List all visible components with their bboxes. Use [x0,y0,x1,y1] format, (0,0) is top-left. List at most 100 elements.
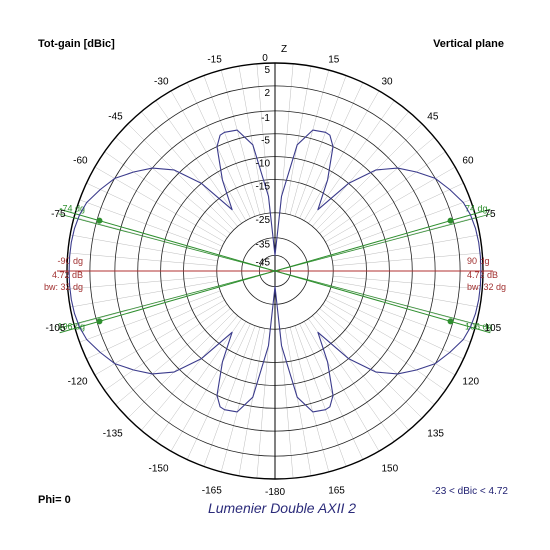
radial-gridline [329,199,471,252]
radial-gridline [316,312,423,419]
angle-tick-label: -120 [68,377,88,388]
radial-gridline [203,325,256,467]
beamwidth-line [274,270,491,334]
radial-gridline [316,123,423,230]
radial-gridline [279,328,294,479]
gain-range-label: -23 < dBic < 4.72 [432,486,509,497]
angle-tick-label: -60 [73,156,88,167]
radial-gridline [238,66,266,214]
radial-gridline [332,234,480,262]
radial-gridline [312,315,409,431]
pattern-curve [68,129,482,413]
radial-gridline [104,151,228,238]
radial-gridline [186,82,251,219]
radial-gridline [115,308,231,405]
beamwidth-label: -106 dg [54,321,85,331]
ring-label: 2 [264,88,270,99]
radial-gridline [127,312,234,419]
radial-gridline [289,327,330,472]
angle-tick-label: 60 [462,156,474,167]
beamwidth-value-label: bw: 32 dg [44,282,83,292]
z-axis-label: Z [281,44,287,55]
angle-tick-label: -75 [51,209,66,220]
angle-tick-label: 105 [484,323,501,334]
radial-gridline [256,328,271,479]
ring-label: -10 [256,159,271,170]
radial-gridline [79,290,221,343]
angle-tick-label: -150 [148,463,168,474]
radial-gridline [170,90,247,221]
radial-gridline [86,295,223,360]
angle-tick-label: -165 [202,485,222,496]
radial-gridline [303,90,380,221]
radiation-pattern [68,129,482,413]
radial-gridline [104,304,228,391]
radial-gridline [332,280,480,308]
radial-gridline [294,325,347,467]
max-gain-label: 4.72 dB [467,270,498,280]
radial-gridline [299,82,364,219]
beamwidth-label: 106 dg [465,321,493,331]
radial-gridline [329,290,471,343]
radial-gridline [70,280,218,308]
radial-gridline [170,321,247,452]
radial-gridline [279,63,294,214]
angle-tick-label: -105 [46,323,66,334]
radial-gridline [220,327,261,472]
angle-tick-label: -45 [108,112,123,123]
max-angle-label: -90 dg [57,256,83,266]
angle-tick-label: 45 [427,112,439,123]
radial-gridline [79,199,221,252]
radial-gridline [303,321,380,452]
ring-label: -35 [256,240,271,251]
ring-label: -45 [256,257,271,268]
max-gain-label: 4.72 dB [52,270,83,280]
ring-label: -25 [256,215,271,226]
ring-label: 5 [264,65,270,76]
angle-tick-label: -30 [154,77,169,88]
beamwidth-point [447,217,454,224]
radial-gridline [322,151,446,238]
angle-tick-label: 135 [427,428,444,439]
angle-tick-label: 120 [462,377,479,388]
beamwidth-point [96,217,103,224]
radial-gridline [94,299,225,376]
beamwidth-value-label: bw: 32 dg [467,282,506,292]
radial-gridline [141,315,238,431]
radial-gridline [86,182,223,247]
radial-gridline [155,318,242,442]
angle-tick-label: 0 [262,53,268,64]
radial-gridline [127,123,234,230]
radial-gridline [332,275,483,290]
angle-tick-label: 165 [328,485,345,496]
radial-gridline [238,328,266,476]
beamwidth-line [274,270,492,329]
phi-label: Phi= 0 [38,494,71,506]
radial-gridline [327,295,464,360]
radial-gridline [299,323,364,460]
radial-gridline [332,252,483,267]
radial-gridline [325,299,456,376]
beamwidth-point [96,318,103,325]
radial-gridline [319,308,435,405]
radial-gridline [284,66,312,214]
radial-gridline [67,275,218,290]
radial-gridline [203,75,256,217]
radial-gridline [289,70,330,215]
ring-label: -5 [261,136,270,147]
beamwidth-line [274,208,491,272]
beam-markers: -74 dg 74 dg -106 dg 106 dg -90 dg 4.72 dB bw:… [44,204,506,334]
radial-gridline [155,100,242,224]
radial-gridline [141,111,238,227]
radial-gridline [67,252,218,267]
radial-gridline [94,166,225,243]
angle-tick-label: 30 [382,77,394,88]
radial-gridline [220,70,261,215]
max-angle-label: 90 dg [467,256,490,266]
plane-label: Vertical plane [433,38,504,50]
radial-gridline [284,328,312,476]
radial-gridline [312,111,409,227]
beamwidth-line [59,208,276,272]
radial-gridline [308,100,395,224]
